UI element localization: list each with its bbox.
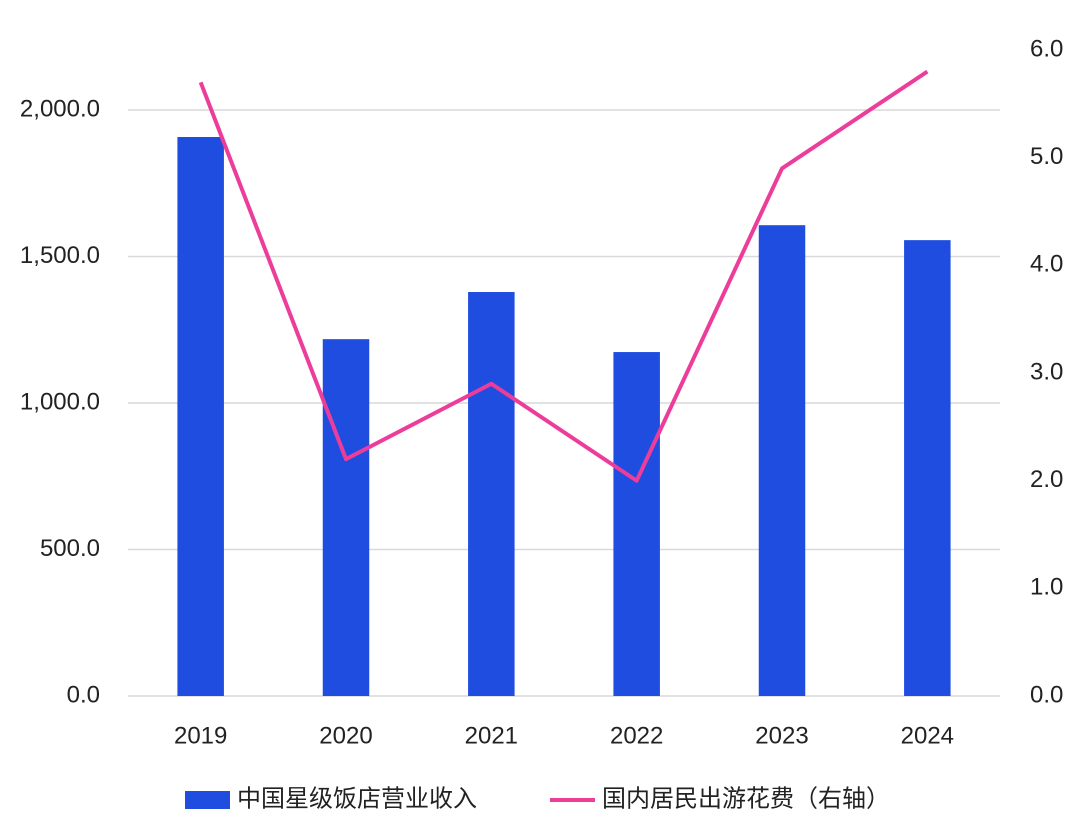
legend-label: 中国星级饭店营业收入 [237,785,477,812]
y2-tick-label: 2.0 [1030,466,1063,493]
y-tick-label: 0.0 [67,681,100,708]
y2-tick-label: 6.0 [1030,35,1063,62]
x-tick-label: 2024 [901,722,954,749]
y-tick-label: 1,000.0 [20,388,100,415]
legend-label: 国内居民出游花费（右轴） [602,785,890,812]
y-tick-label: 2,000.0 [20,95,100,122]
x-tick-label: 2019 [174,722,227,749]
y2-tick-label: 0.0 [1030,681,1063,708]
y2-tick-label: 3.0 [1030,358,1063,385]
x-tick-label: 2022 [610,722,663,749]
y2-tick-label: 5.0 [1030,143,1063,170]
y2-tick-label: 1.0 [1030,574,1063,601]
legend-swatch [185,791,230,809]
x-tick-label: 2023 [755,722,808,749]
y-tick-label: 1,500.0 [20,242,100,269]
bar [468,291,515,696]
bar [322,339,370,696]
bar [904,240,951,696]
x-tick-label: 2021 [465,722,518,749]
line [198,69,929,483]
bar [177,137,224,697]
y-tick-label: 500.0 [40,535,100,562]
y2-tick-label: 4.0 [1030,251,1063,278]
bar [758,225,806,697]
x-tick-label: 2020 [319,722,372,749]
bar [613,352,660,696]
